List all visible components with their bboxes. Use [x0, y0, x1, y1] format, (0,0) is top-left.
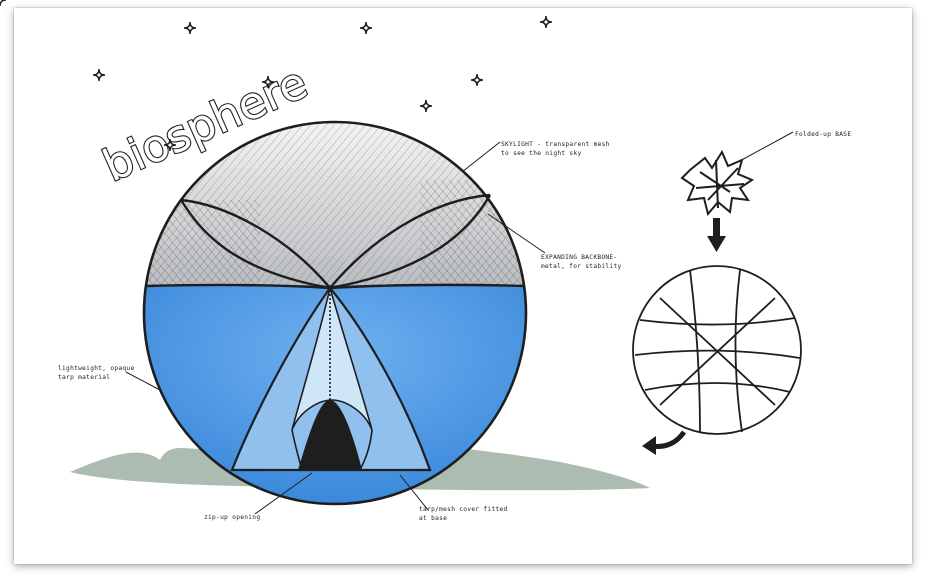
curved-arrow-icon [642, 430, 687, 455]
expanded-backbone-sketch [632, 265, 802, 435]
sparkle-star-icon [92, 68, 106, 82]
label-folded-base: Folded-up BASE [795, 131, 851, 138]
label-line: EXPANDING BACKBONE- [541, 254, 617, 261]
sparkle-star-icon [539, 15, 553, 29]
leader-lines [125, 131, 794, 515]
label-cover: tarp/mesh cover fitted at base [419, 506, 508, 522]
sparkle-star-icon [470, 73, 484, 87]
sparkle-star-icon [419, 99, 433, 113]
globe-outline [142, 120, 528, 506]
arrow-down-icon [707, 218, 726, 252]
backbone-ribs [144, 193, 526, 290]
label-line: zip-up opening [204, 514, 260, 521]
sparkle-star-icon [183, 21, 197, 35]
label-backbone: EXPANDING BACKBONE- metal, for stability [541, 254, 622, 270]
label-tarp: lightweight, opaque tarp material [58, 365, 134, 381]
label-skylight: SKYLIGHT - transparent mesh to see the n… [501, 141, 610, 157]
sparkle-star-icon [359, 21, 373, 35]
label-line: SKYLIGHT - transparent mesh [501, 141, 610, 148]
label-line: Folded-up BASE [795, 131, 851, 138]
label-line: lightweight, opaque [58, 365, 134, 372]
label-line: metal, for stability [541, 263, 622, 270]
sparkle-star-icon [0, 0, 7, 7]
label-line: tarp material [58, 374, 110, 381]
label-line: tarp/mesh cover fitted [419, 506, 508, 513]
folded-base-sketch [680, 149, 755, 217]
label-zip: zip-up opening [204, 514, 260, 521]
label-line: at base [419, 515, 447, 522]
label-line: to see the night sky [501, 150, 582, 157]
